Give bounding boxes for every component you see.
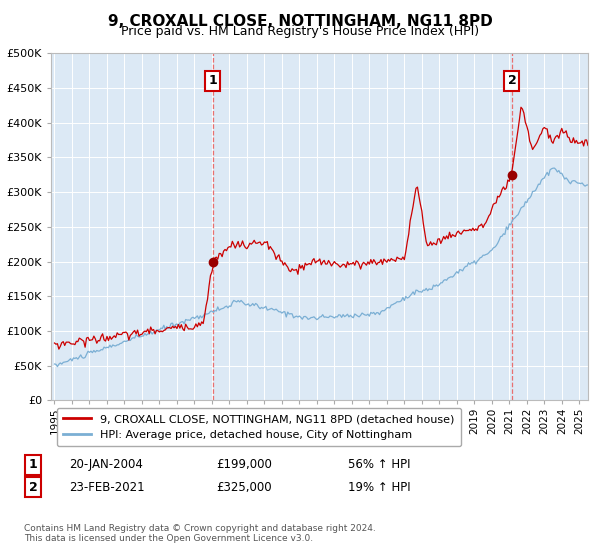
Text: 1: 1 — [29, 458, 37, 472]
Legend: 9, CROXALL CLOSE, NOTTINGHAM, NG11 8PD (detached house), HPI: Average price, det: 9, CROXALL CLOSE, NOTTINGHAM, NG11 8PD (… — [56, 408, 461, 446]
Text: 2: 2 — [29, 480, 37, 494]
Text: Price paid vs. HM Land Registry's House Price Index (HPI): Price paid vs. HM Land Registry's House … — [121, 25, 479, 38]
Text: 19% ↑ HPI: 19% ↑ HPI — [348, 480, 410, 494]
Text: £199,000: £199,000 — [216, 458, 272, 472]
Text: 23-FEB-2021: 23-FEB-2021 — [69, 480, 145, 494]
Text: 9, CROXALL CLOSE, NOTTINGHAM, NG11 8PD: 9, CROXALL CLOSE, NOTTINGHAM, NG11 8PD — [107, 14, 493, 29]
Text: 56% ↑ HPI: 56% ↑ HPI — [348, 458, 410, 472]
Text: Contains HM Land Registry data © Crown copyright and database right 2024.
This d: Contains HM Land Registry data © Crown c… — [24, 524, 376, 543]
Text: £325,000: £325,000 — [216, 480, 272, 494]
Text: 2: 2 — [508, 74, 516, 87]
Text: 20-JAN-2004: 20-JAN-2004 — [69, 458, 143, 472]
Text: 1: 1 — [208, 74, 217, 87]
